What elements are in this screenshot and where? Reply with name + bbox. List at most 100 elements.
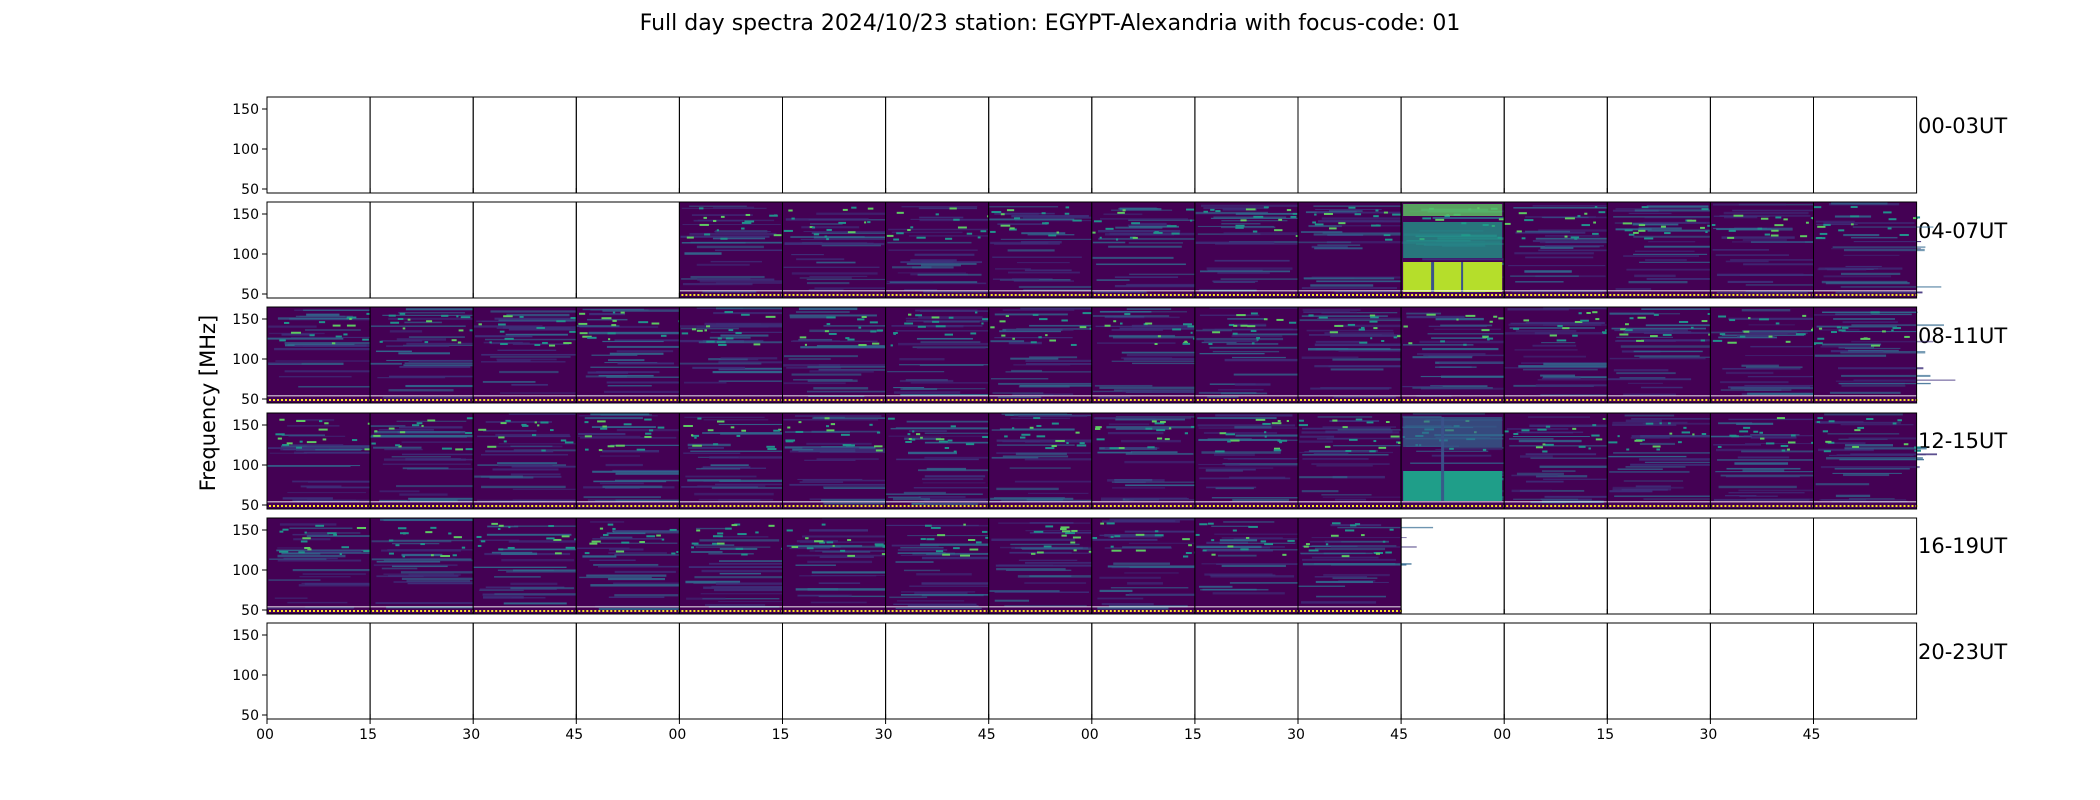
calibration-dot xyxy=(1669,399,1672,401)
signal-speckle xyxy=(1375,209,1379,212)
signal-speckle xyxy=(676,551,679,554)
noise-band xyxy=(1535,384,1610,387)
calibration-dot xyxy=(880,610,883,612)
signal-speckle xyxy=(553,538,562,541)
calibration-dot xyxy=(527,505,530,507)
calibration-dot xyxy=(1109,610,1112,612)
noise-band xyxy=(1620,345,1710,348)
signal-speckle xyxy=(1287,539,1295,542)
calibration-dot xyxy=(1208,399,1211,401)
signal-speckle xyxy=(1153,231,1163,234)
noise-band xyxy=(482,380,536,383)
signal-speckle xyxy=(1678,320,1689,323)
calibration-dot xyxy=(1208,610,1211,612)
calibration-dot xyxy=(1316,399,1318,401)
calibration-dot xyxy=(1006,399,1009,401)
signal-speckle xyxy=(1282,553,1287,556)
calibration-dot xyxy=(765,294,768,296)
signal-speckle xyxy=(1330,534,1339,537)
calibration-dot xyxy=(701,294,704,296)
calibration-dot xyxy=(515,399,518,401)
calibration-dot xyxy=(1200,294,1203,296)
signal-speckle xyxy=(522,424,529,427)
signal-speckle xyxy=(886,234,894,237)
calibration-dot xyxy=(408,399,411,401)
signal-speckle xyxy=(969,548,979,551)
noise-band xyxy=(1509,438,1554,440)
calibration-dot xyxy=(1133,505,1136,507)
signal-speckle xyxy=(1241,548,1249,551)
signal-speckle xyxy=(1584,212,1588,215)
signal-speckle xyxy=(1104,324,1111,327)
noise-band xyxy=(306,313,340,316)
calibration-dot xyxy=(1280,294,1283,296)
calibration-dot xyxy=(792,294,795,296)
noise-band xyxy=(686,597,726,600)
signal-speckle xyxy=(1073,549,1077,552)
signal-speckle xyxy=(1020,436,1026,439)
signal-speckle xyxy=(548,344,556,347)
signal-speckle xyxy=(1371,224,1381,227)
spectrum-background xyxy=(1091,202,1195,298)
noise-band xyxy=(1108,245,1182,248)
noise-band xyxy=(809,329,883,333)
calibration-dot xyxy=(1042,399,1045,401)
calibration-dot xyxy=(1062,505,1065,507)
panel-r1-c5 xyxy=(782,201,915,299)
calibration-dot xyxy=(1086,505,1089,507)
calibration-dot xyxy=(943,294,946,296)
calibration-dot xyxy=(1173,610,1176,612)
noise-band xyxy=(1504,332,1551,335)
calibration-line xyxy=(988,290,1092,292)
signal-speckle xyxy=(741,429,747,432)
signal-speckle xyxy=(1850,215,1860,218)
noise-band xyxy=(303,550,362,553)
noise-band xyxy=(1308,224,1342,228)
signal-speckle xyxy=(388,427,395,430)
signal-speckle xyxy=(1030,341,1037,344)
signal-speckle xyxy=(718,343,727,346)
calibration-dot xyxy=(372,610,375,612)
noise-band xyxy=(1104,547,1172,549)
noise-band xyxy=(1750,345,1813,348)
calibration-dot xyxy=(1570,505,1573,507)
calibration-dot xyxy=(1185,610,1188,612)
signal-speckle xyxy=(741,227,745,230)
calibration-line xyxy=(782,606,886,608)
noise-band xyxy=(1330,334,1406,337)
signal-speckle xyxy=(1578,312,1582,315)
noise-band xyxy=(815,550,892,552)
noise-band xyxy=(1639,261,1727,263)
signal-speckle xyxy=(1110,545,1114,548)
noise-band xyxy=(1107,565,1205,568)
noise-band xyxy=(279,523,337,526)
calibration-dot xyxy=(1288,294,1291,296)
calibration-dot xyxy=(1093,399,1096,401)
calibration-dot xyxy=(1185,294,1188,296)
noise-band xyxy=(800,238,892,240)
signal-speckle xyxy=(847,338,855,341)
calibration-dot xyxy=(681,610,684,612)
noise-band xyxy=(702,598,780,600)
calibration-dot xyxy=(1312,294,1314,296)
calibration-dot xyxy=(911,399,914,401)
calibration-dot xyxy=(1800,505,1803,507)
calibration-line xyxy=(988,501,1092,503)
calibration-dot xyxy=(1101,505,1104,507)
calibration-dot xyxy=(1224,610,1227,612)
noise-band xyxy=(1820,465,1920,469)
calibration-dot xyxy=(535,610,538,612)
noise-band xyxy=(381,567,418,570)
calibration-dot xyxy=(721,505,724,507)
calibration-dot xyxy=(994,294,997,296)
signal-speckle xyxy=(1184,432,1189,435)
noise-band xyxy=(1748,332,1788,335)
calibration-dot xyxy=(1903,505,1906,507)
noise-band xyxy=(1838,382,1931,385)
calibration-dot xyxy=(1066,610,1069,612)
calibration-dot xyxy=(943,399,946,401)
noise-band xyxy=(1100,498,1134,501)
calibration-dot xyxy=(1082,610,1085,612)
noise-band xyxy=(897,552,946,555)
signal-speckle xyxy=(1841,326,1849,329)
